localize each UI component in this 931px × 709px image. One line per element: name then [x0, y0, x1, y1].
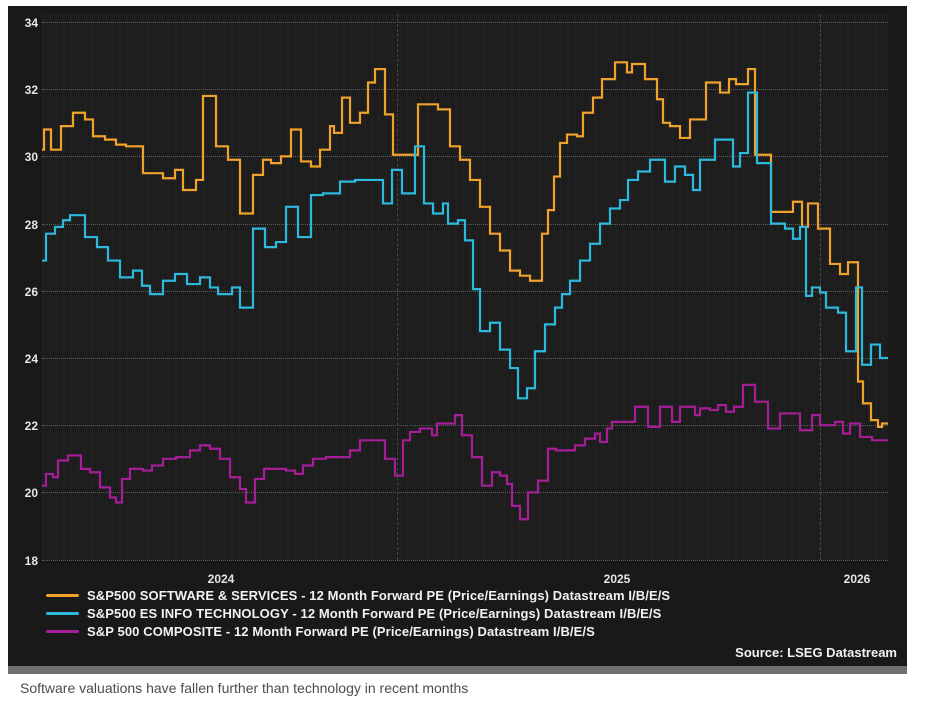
plot-area	[42, 14, 888, 561]
chart-panel: 34 32 30 28 26 24 22 20 18 2024 2025 2026 S&P500…	[8, 6, 907, 666]
legend-item-software: S&P500 SOFTWARE & SERVICES - 12 Month Fo…	[46, 586, 670, 604]
y-tick-18: 18	[24, 553, 38, 568]
legend-swatch-composite	[46, 629, 79, 633]
legend-swatch-infotech	[46, 611, 79, 615]
series-line-info-technology	[42, 91, 888, 400]
x-tick-2026: 2026	[843, 572, 871, 586]
y-tick-32: 32	[24, 83, 38, 98]
gridline-year-0	[397, 14, 398, 560]
gridline-y-24	[42, 358, 888, 359]
legend: S&P500 SOFTWARE & SERVICES - 12 Month Fo…	[46, 586, 670, 640]
y-tick-22: 22	[24, 419, 38, 434]
legend-label-infotech: S&P500 ES INFO TECHNOLOGY - 12 Month For…	[87, 605, 662, 621]
gridline-y-34	[42, 22, 888, 23]
series-line-composite	[42, 383, 888, 521]
x-tick-2024: 2024	[207, 572, 235, 586]
gridline-y-26	[42, 290, 888, 292]
chart-caption: Software valuations have fallen further …	[20, 680, 469, 696]
y-tick-20: 20	[24, 486, 38, 501]
legend-item-infotech: S&P500 ES INFO TECHNOLOGY - 12 Month For…	[46, 604, 670, 622]
series-plot	[42, 61, 888, 521]
y-tick-26: 26	[24, 284, 38, 299]
legend-label-software: S&P500 SOFTWARE & SERVICES - 12 Month Fo…	[87, 587, 671, 603]
legend-item-composite: S&P 500 COMPOSITE - 12 Month Forward PE …	[46, 622, 670, 640]
y-tick-28: 28	[24, 217, 38, 232]
gridline-y-18	[42, 559, 888, 561]
source-note: Source: LSEG Datastream	[735, 645, 897, 660]
gridline-y-32	[42, 89, 888, 91]
legend-swatch-software	[46, 593, 79, 597]
y-tick-34: 34	[24, 16, 38, 30]
gridline-y-20	[42, 492, 888, 494]
legend-label-composite: S&P 500 COMPOSITE - 12 Month Forward PE …	[87, 623, 595, 639]
series-line-software-services	[42, 61, 888, 428]
y-tick-30: 30	[24, 150, 38, 165]
gridline-y-22	[42, 425, 888, 427]
gridline-y-30	[42, 156, 888, 158]
y-tick-24: 24	[24, 352, 38, 366]
panel-bottom-strip	[8, 666, 907, 674]
x-tick-2025: 2025	[603, 572, 631, 586]
